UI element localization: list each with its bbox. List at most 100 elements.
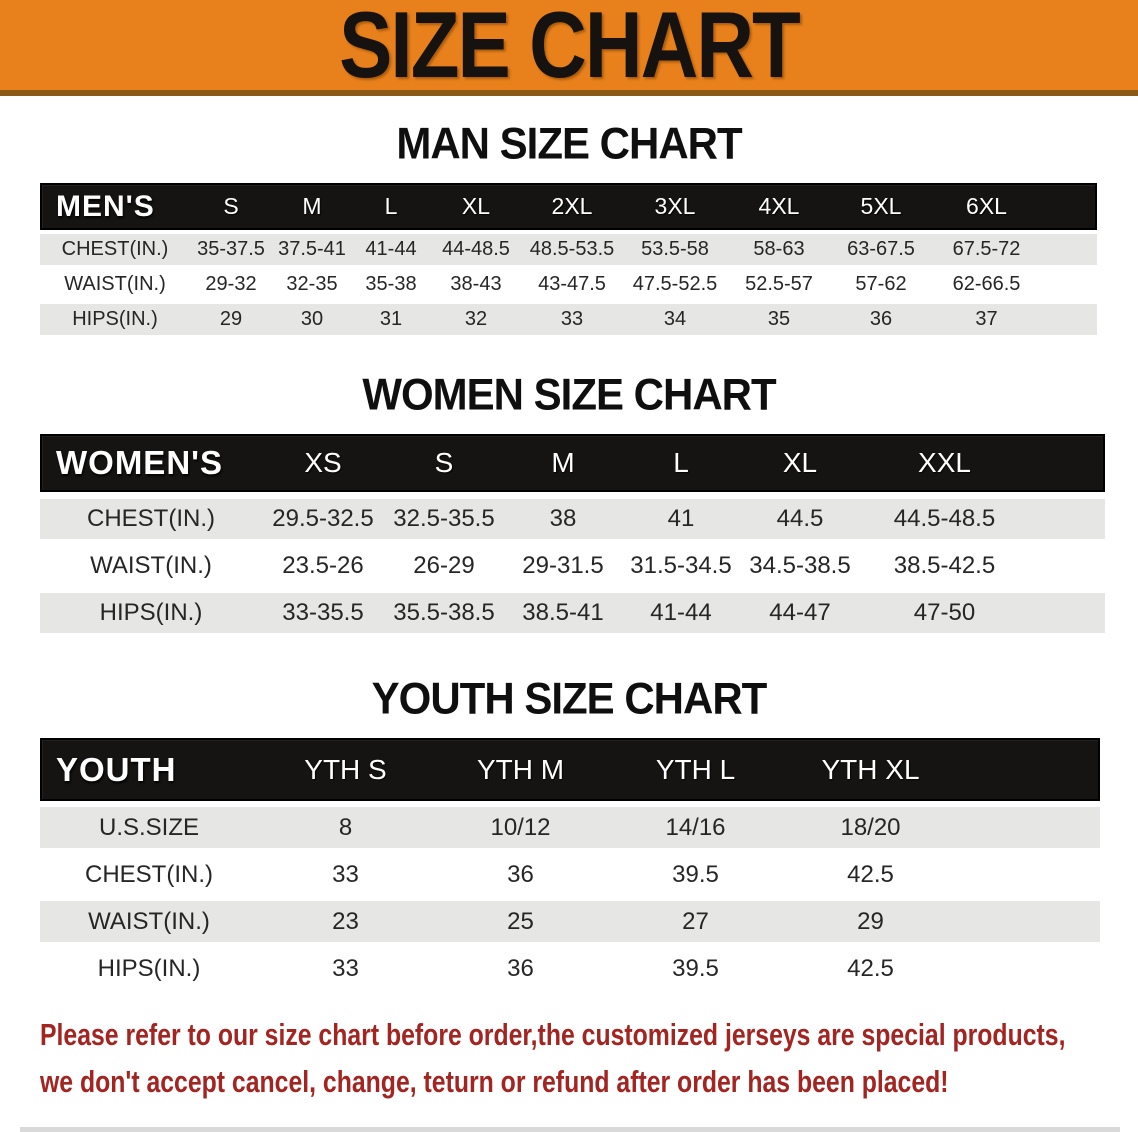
youth-size-table: YOUTH YTH S YTH M YTH L YTH XL U.S.SIZE 8 10/12… (40, 738, 1100, 989)
row-label: HIPS(IN.) (99, 599, 203, 626)
men-size-header: L (384, 193, 398, 219)
men-group-label: MEN'S (56, 189, 155, 223)
men-measure-row: HIPS(IN.) 29 30 31 32 33 34 35 36 37 (40, 304, 1097, 335)
bottom-edge-strip (20, 1127, 1120, 1132)
men-measure-row: CHEST(IN.) 35-37.5 37.5-41 41-44 44-48.5 48.5… (40, 234, 1097, 265)
value-cell: 38-43 (450, 273, 502, 295)
men-measure-row: WAIST(IN.) 29-32 32-35 35-38 38-43 43-47.5 47.… (40, 269, 1097, 300)
disclaimer-line-2: we don't accept cancel, change, teturn o… (40, 1064, 949, 1099)
women-group-label: WOMEN'S (56, 444, 224, 481)
banner: SIZE CHART (0, 0, 1138, 98)
value-cell: 36 (507, 954, 534, 982)
women-measure-row: WAIST(IN.) 23.5-26 26-29 29-31.5 31.5-34.5 34… (40, 546, 1105, 586)
men-table-header-row: MEN'S S M L XL 2XL 3XL 4XL 5XL 6XL (40, 183, 1097, 230)
disclaimer-line-1: Please refer to our size chart before or… (40, 1017, 1066, 1052)
section-women: WOMEN SIZE CHART WOMEN'S XS S M L XL XXL CHEST(I… (0, 369, 1138, 633)
value-cell: 35.5-38.5 (393, 599, 495, 626)
men-size-header: 6XL (966, 193, 1007, 219)
youth-measure-row: WAIST(IN.) 23 25 27 29 (40, 901, 1100, 942)
row-label: HIPS(IN.) (97, 954, 201, 982)
value-cell: 42.5 (847, 860, 894, 888)
value-cell: 39.5 (672, 954, 719, 982)
page-title: SIZE CHART (339, 0, 801, 98)
women-measure-row: HIPS(IN.) 33-35.5 35.5-38.5 38.5-41 41-44 44-… (40, 593, 1105, 633)
women-size-chart-title: WOMEN SIZE CHART (362, 369, 776, 420)
value-cell: 44-48.5 (442, 238, 510, 260)
value-cell: 38.5-42.5 (893, 552, 996, 579)
value-cell: 34 (663, 308, 687, 330)
disclaimer: Please refer to our size chart before or… (40, 1011, 1138, 1105)
value-cell: 30 (300, 308, 324, 330)
row-label: CHEST(IN.) (87, 505, 215, 532)
value-cell: 44-47 (769, 599, 831, 626)
value-cell: 23 (332, 907, 359, 935)
value-cell: 67.5-72 (952, 238, 1021, 260)
row-label: CHEST(IN.) (85, 860, 213, 888)
women-size-header: L (673, 447, 689, 478)
value-cell: 32 (464, 308, 488, 330)
value-cell: 37.5-41 (278, 238, 346, 260)
value-cell: 47-50 (913, 599, 976, 626)
value-cell: 41-44 (365, 238, 417, 260)
value-cell: 29 (857, 907, 884, 935)
value-cell: 32-35 (286, 273, 338, 295)
value-cell: 35 (767, 308, 791, 330)
value-cell: 35-38 (365, 273, 417, 295)
value-cell: 34.5-38.5 (749, 552, 851, 579)
youth-size-header: YTH L (655, 753, 736, 785)
value-cell: 31.5-34.5 (630, 552, 732, 579)
value-cell: 10/12 (490, 813, 551, 841)
value-cell: 38 (549, 505, 577, 532)
women-measure-row: CHEST(IN.) 29.5-32.5 32.5-35.5 38 41 44.5 44.5… (40, 499, 1105, 539)
men-size-header: S (223, 193, 239, 219)
row-label: U.S.SIZE (98, 813, 200, 841)
youth-size-header: YTH M (476, 753, 565, 785)
value-cell: 53.5-58 (641, 238, 709, 260)
value-cell: 33 (332, 954, 359, 982)
value-cell: 44.5 (776, 505, 824, 532)
youth-measure-row: HIPS(IN.) 33 36 39.5 42.5 (40, 948, 1100, 989)
section-men: MAN SIZE CHART MEN'S S M L XL 2XL 3XL 4XL 5XL 6XL C… (0, 118, 1138, 335)
value-cell: 43-47.5 (538, 273, 606, 295)
value-cell: 42.5 (847, 954, 894, 982)
row-label: WAIST(IN.) (64, 273, 166, 295)
women-table-header-row: WOMEN'S XS S M L XL XXL (40, 434, 1105, 492)
value-cell: 33 (560, 308, 584, 330)
men-size-header: 4XL (758, 193, 800, 219)
value-cell: 48.5-53.5 (529, 238, 615, 260)
value-cell: 25 (507, 907, 534, 935)
value-cell: 29-32 (205, 273, 257, 295)
men-size-chart-title: MAN SIZE CHART (396, 118, 742, 169)
size-chart-sections: MAN SIZE CHART MEN'S S M L XL 2XL 3XL 4XL 5XL 6XL C… (0, 118, 1138, 989)
men-size-table: MEN'S S M L XL 2XL 3XL 4XL 5XL 6XL CHEST(IN.) 35-37… (40, 183, 1097, 335)
women-size-header: XXL (918, 447, 971, 478)
value-cell: 52.5-57 (745, 273, 813, 295)
value-cell: 32.5-35.5 (393, 505, 495, 532)
youth-measure-row: CHEST(IN.) 33 36 39.5 42.5 (40, 854, 1100, 895)
value-cell: 33 (332, 860, 359, 888)
value-cell: 57-62 (855, 273, 907, 295)
value-cell: 37 (975, 308, 998, 330)
women-size-table: WOMEN'S XS S M L XL XXL CHEST(IN.) 29.5-32.5 32.5… (40, 434, 1105, 633)
value-cell: 41 (667, 505, 695, 532)
value-cell: 29 (219, 308, 243, 330)
men-size-header: M (302, 193, 322, 219)
value-cell: 29-31.5 (522, 552, 604, 579)
value-cell: 29.5-32.5 (272, 505, 374, 532)
value-cell: 47.5-52.5 (632, 273, 718, 295)
row-label: WAIST(IN.) (90, 552, 212, 579)
youth-size-chart-title: YOUTH SIZE CHART (371, 673, 768, 724)
value-cell: 36 (507, 860, 534, 888)
value-cell: 41-44 (650, 599, 712, 626)
value-cell: 14/16 (665, 813, 726, 841)
men-size-header: 3XL (654, 193, 696, 219)
youth-size-header: YTH XL (821, 753, 920, 785)
value-cell: 36 (869, 308, 893, 330)
value-cell: 33-35.5 (282, 599, 364, 626)
row-label: CHEST(IN.) (61, 238, 169, 260)
row-label: WAIST(IN.) (88, 907, 210, 935)
women-size-header: S (434, 447, 454, 478)
value-cell: 23.5-26 (282, 552, 364, 579)
value-cell: 62-66.5 (952, 273, 1021, 295)
